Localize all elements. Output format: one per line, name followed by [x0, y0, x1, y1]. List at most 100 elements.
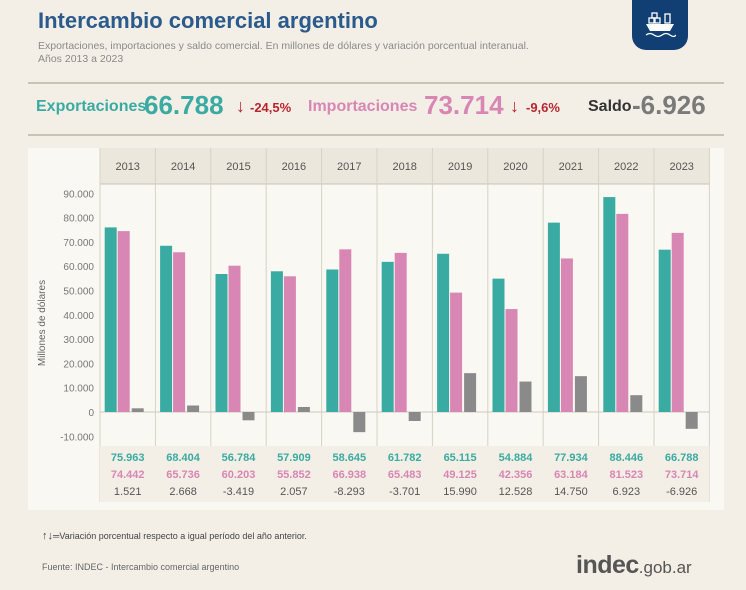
kpi-imports-variation: -9,6% [526, 100, 560, 115]
bar-importaciones-2020 [505, 309, 518, 412]
bar-importaciones-2019 [450, 292, 463, 412]
year-label: 2014 [171, 161, 195, 173]
value-label-importaciones: 60.203 [222, 469, 256, 481]
y-tick-label: 20.000 [63, 359, 94, 370]
value-label-exportaciones: 66.788 [665, 452, 699, 464]
value-label-importaciones: 63.184 [554, 469, 589, 481]
bar-importaciones-2013 [117, 231, 130, 412]
bar-importaciones-2016 [283, 276, 296, 412]
brand-domain: .gob.ar [638, 558, 692, 577]
kpi-exports-label: Exportaciones [36, 98, 147, 115]
bar-importaciones-2014 [173, 252, 186, 412]
legend-note: ↑↓═Variación porcentual respecto a igual… [42, 530, 307, 542]
y-tick-label: 50.000 [63, 287, 94, 298]
value-label-saldo: 2.668 [169, 486, 197, 498]
kpi-exports-down-arrow-icon: ↓ [236, 96, 245, 116]
bar-saldo-2021 [574, 376, 587, 412]
bar-saldo-2016 [297, 407, 310, 412]
y-tick-label: 60.000 [63, 262, 94, 273]
year-label: 2018 [392, 161, 416, 173]
chart-period: Años 2013 a 2023 [38, 53, 124, 65]
bar-saldo-2014 [187, 405, 200, 412]
value-label-exportaciones: 58.645 [332, 452, 366, 464]
year-label: 2019 [448, 161, 472, 173]
indec-brand: indec.gob.ar [576, 551, 692, 580]
kpi-exports-value: 66.788 [144, 90, 224, 120]
y-tick-label: 40.000 [63, 311, 94, 322]
bar-importaciones-2023 [671, 232, 684, 412]
bar-exportaciones-2014 [160, 245, 173, 412]
y-axis-label: Millones de dólares [37, 280, 48, 366]
bar-saldo-2018 [408, 412, 421, 421]
bar-saldo-2022 [630, 395, 643, 412]
kpi-imports-down-arrow-icon: ↓ [510, 96, 519, 116]
bar-exportaciones-2018 [381, 261, 394, 412]
bar-saldo-2017 [353, 412, 366, 433]
year-label: 2015 [226, 161, 250, 173]
bar-exportaciones-2023 [658, 249, 671, 412]
value-label-exportaciones: 54.884 [499, 452, 534, 464]
value-label-exportaciones: 56.784 [222, 452, 257, 464]
year-label: 2023 [669, 161, 693, 173]
value-label-saldo: 6.923 [613, 486, 641, 498]
value-label-saldo: -3.701 [389, 486, 420, 498]
year-label: 2017 [337, 161, 361, 173]
bar-exportaciones-2019 [437, 253, 450, 412]
value-label-importaciones: 55.852 [277, 469, 311, 481]
value-label-exportaciones: 65.115 [444, 452, 477, 464]
kpi-imports-value: 73.714 [424, 90, 504, 120]
bar-importaciones-2022 [616, 213, 629, 412]
bar-importaciones-2017 [339, 249, 352, 412]
bar-importaciones-2018 [394, 252, 407, 412]
ship-logo-badge [632, 0, 688, 50]
bar-saldo-2019 [464, 373, 477, 412]
year-label: 2022 [614, 161, 638, 173]
top-divider [28, 82, 724, 84]
kpi-balance-value: -6.926 [632, 90, 706, 120]
y-tick-label: 80.000 [63, 214, 94, 225]
value-label-importaciones: 81.523 [609, 469, 643, 481]
value-label-importaciones: 65.736 [166, 469, 200, 481]
bar-saldo-2013 [131, 408, 144, 412]
value-label-exportaciones: 88.446 [609, 452, 643, 464]
y-tick-label: 70.000 [63, 238, 94, 249]
value-label-saldo: -8.293 [334, 486, 365, 498]
value-label-exportaciones: 75.963 [111, 452, 145, 464]
bar-chart: -10.000 0 10.000 20.000 30.000 40.000 50.000 60… [37, 148, 710, 502]
value-label-saldo: 12.528 [499, 486, 533, 498]
chart-subtitle: Exportaciones, importaciones y saldo com… [38, 40, 529, 52]
kpi-divider [28, 134, 724, 136]
kpi-balance-label: Saldo [588, 98, 632, 115]
value-label-exportaciones: 61.782 [388, 452, 422, 464]
value-label-importaciones: 74.442 [111, 469, 145, 481]
variation-arrows-icon: ↑↓ [42, 530, 53, 542]
value-label-saldo: 14.750 [554, 486, 588, 498]
value-label-importaciones: 73.714 [665, 469, 700, 481]
chart-panel: -10.000 0 10.000 20.000 30.000 40.000 50.000 60… [28, 148, 724, 510]
y-tick-label: -10.000 [60, 432, 94, 443]
value-label-exportaciones: 77.934 [554, 452, 589, 464]
year-label: 2020 [503, 161, 527, 173]
year-label: 2013 [115, 161, 139, 173]
year-label: 2016 [282, 161, 306, 173]
bar-exportaciones-2015 [215, 274, 228, 412]
kpi-imports-label: Importaciones [308, 98, 418, 115]
value-label-importaciones: 65.483 [388, 469, 422, 481]
bar-importaciones-2015 [228, 265, 241, 412]
value-label-importaciones: 42.356 [499, 469, 533, 481]
bar-exportaciones-2021 [547, 222, 560, 412]
legend-note-text: ═Variación porcentual respecto a igual p… [53, 531, 307, 541]
bar-exportaciones-2016 [270, 271, 283, 412]
values-table-band [100, 446, 710, 502]
value-label-exportaciones: 57.909 [277, 452, 311, 464]
value-label-saldo: 1.521 [114, 486, 142, 498]
y-tick-label: 30.000 [63, 335, 94, 346]
value-label-saldo: 2.057 [280, 486, 308, 498]
source-note: Fuente: INDEC - Intercambio comercial ar… [42, 562, 240, 572]
bar-exportaciones-2017 [326, 269, 339, 412]
value-label-saldo: 15.990 [443, 486, 477, 498]
y-tick-label: 90.000 [63, 189, 94, 200]
bar-saldo-2015 [242, 412, 255, 421]
value-label-importaciones: 66.938 [332, 469, 366, 481]
kpi-exports-variation: -24,5% [250, 100, 292, 115]
